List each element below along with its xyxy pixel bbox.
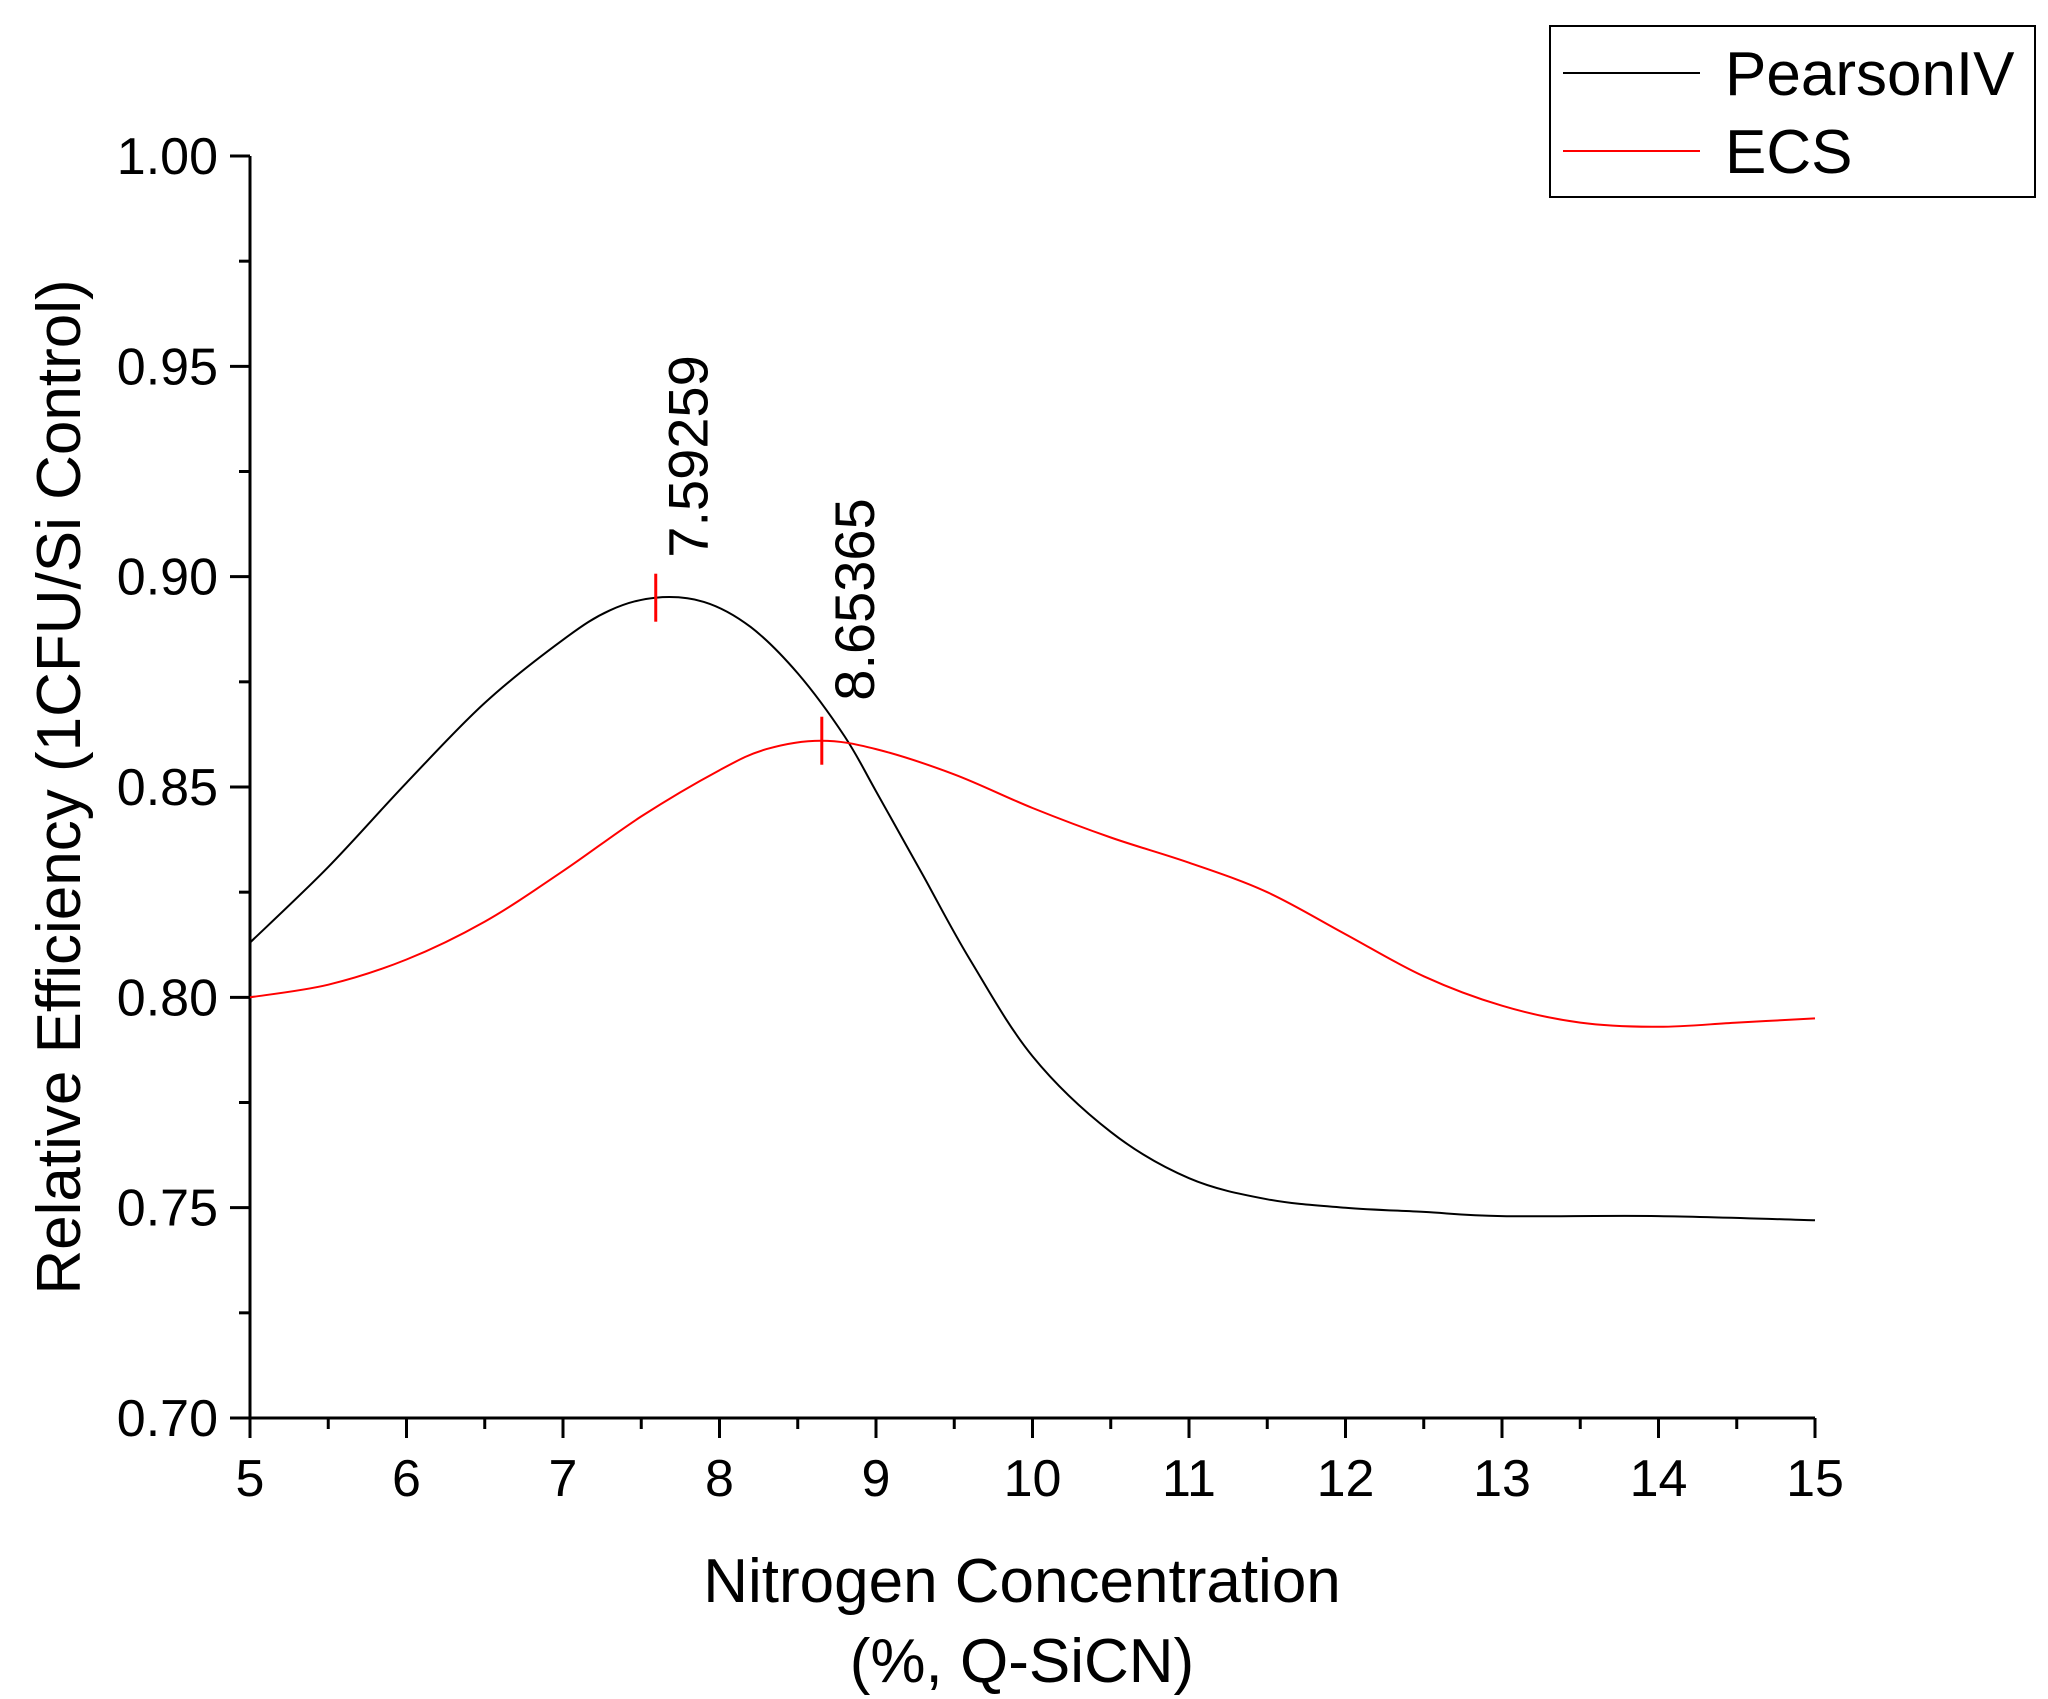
x-axis-title-line2: (%, Q-SiCN) xyxy=(850,1627,1194,1696)
legend: PearsonIV ECS xyxy=(1549,25,2036,198)
legend-label-pearsoniv: PearsonIV xyxy=(1725,40,2015,109)
x-tick-label: 6 xyxy=(392,1450,421,1508)
x-tick-label: 12 xyxy=(1317,1450,1375,1508)
x-tick-label: 15 xyxy=(1786,1450,1844,1508)
y-tick-label: 1.00 xyxy=(117,128,218,186)
peak-label-ecs: 8.65365 xyxy=(823,498,886,700)
x-tick-label: 8 xyxy=(705,1450,734,1508)
peak-label-pearsoniv: 7.59259 xyxy=(657,355,720,557)
series-line-ecs xyxy=(249,739,1816,1028)
x-axis-title: Nitrogen Concentration xyxy=(703,1547,1341,1616)
y-axis-title: Relative Efficiency (1CFU/Si Control) xyxy=(25,279,94,1294)
ticks xyxy=(230,154,1817,1438)
y-tick-label: 0.75 xyxy=(117,1180,218,1238)
axes xyxy=(248,156,1815,1420)
x-tick-label: 13 xyxy=(1473,1450,1531,1508)
legend-box xyxy=(1549,25,2036,198)
annotation-layer: 7.59259 8.65365 xyxy=(654,355,886,765)
y-tick-label: 0.95 xyxy=(117,338,218,396)
x-tick-label: 11 xyxy=(1162,1450,1216,1508)
y-tick-label: 0.90 xyxy=(117,549,218,607)
x-tick-label: 10 xyxy=(1004,1450,1062,1508)
legend-label-ecs: ECS xyxy=(1725,118,1852,187)
x-tick-label: 7 xyxy=(549,1450,578,1508)
x-tick-label: 5 xyxy=(236,1450,265,1508)
y-tick-label: 0.85 xyxy=(117,759,218,817)
y-tick-label: 0.70 xyxy=(117,1390,218,1448)
tick-labels: 5 6 7 8 9 10 11 12 13 14 15 0.70 0.75 0.80 0.85 0.90 0.9… xyxy=(117,128,1844,1508)
x-tick-label: 14 xyxy=(1630,1450,1688,1508)
x-tick-label: 9 xyxy=(862,1450,891,1508)
y-tick-label: 0.80 xyxy=(117,969,218,1027)
series-line-pearsoniv xyxy=(249,596,1816,1222)
series-layer xyxy=(249,596,1816,1222)
